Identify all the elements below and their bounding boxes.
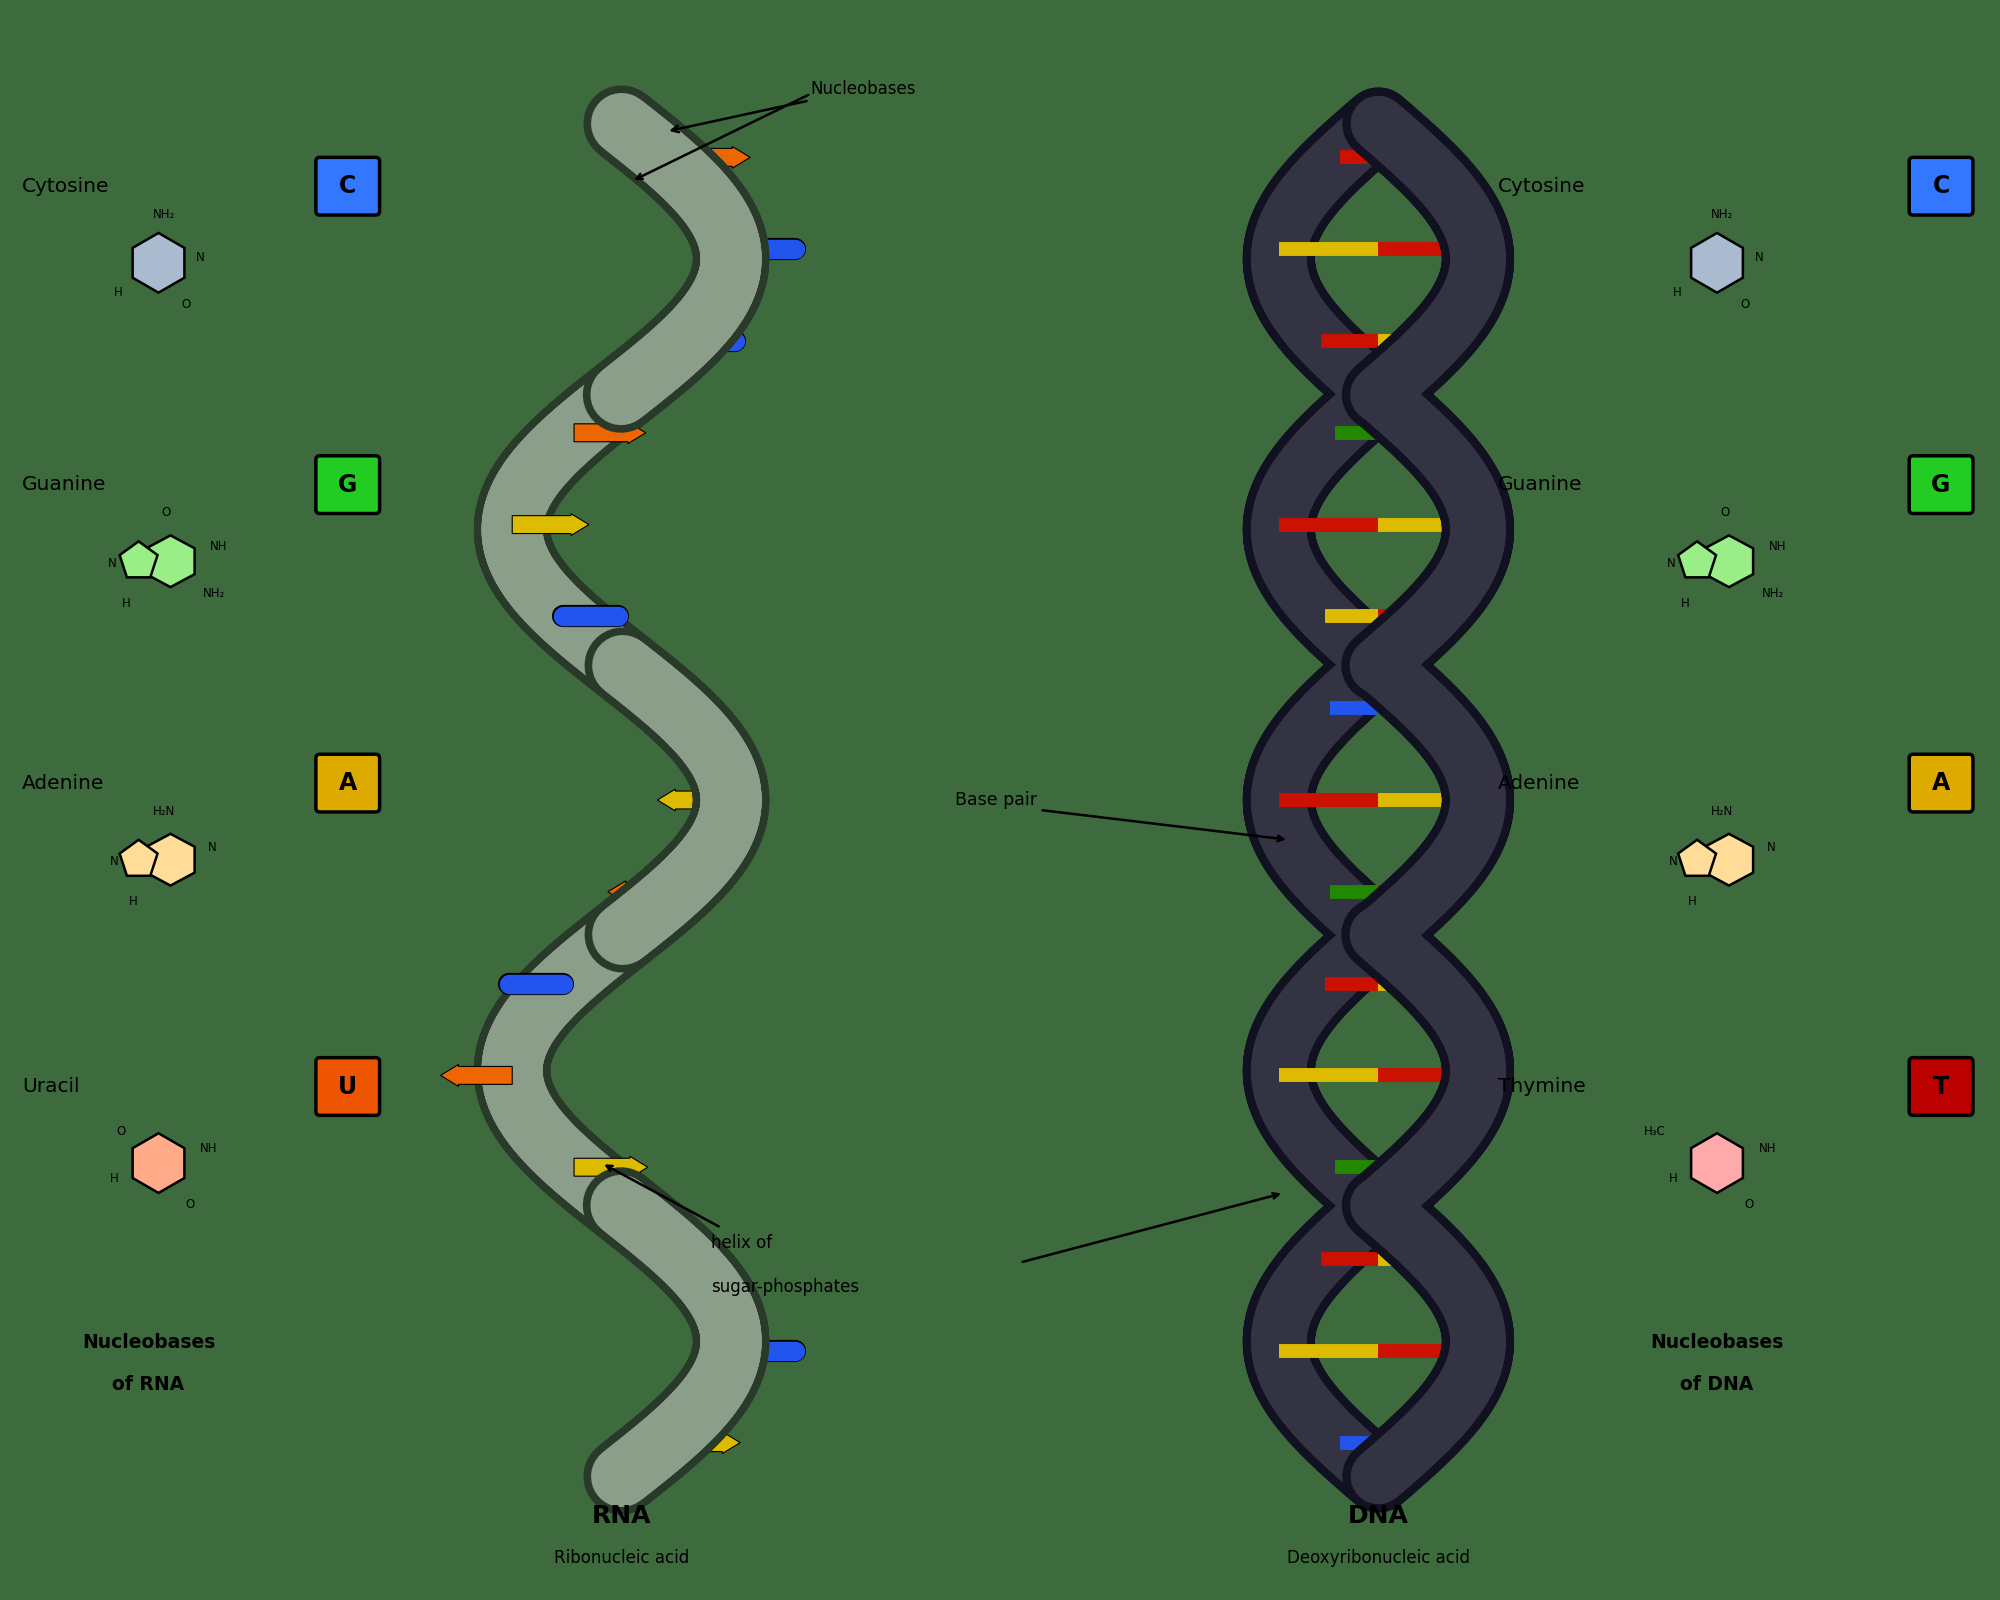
Text: O: O [186,1198,196,1211]
FancyBboxPatch shape [1910,456,1972,514]
Text: A: A [338,771,356,795]
Text: O: O [116,1125,126,1138]
Text: sugar-phosphates: sugar-phosphates [712,1278,860,1296]
Text: Cytosine: Cytosine [22,176,110,195]
FancyArrow shape [608,882,674,902]
Polygon shape [1704,536,1754,587]
Text: T: T [1932,1075,1950,1099]
Text: Base pair: Base pair [956,790,1038,810]
Text: DNA: DNA [1348,1504,1408,1528]
FancyArrow shape [440,1064,512,1086]
Text: H₂N: H₂N [1710,805,1734,818]
Text: RNA: RNA [592,1504,652,1528]
Text: A: A [1932,771,1950,795]
Polygon shape [1692,234,1742,293]
Text: Guanine: Guanine [1498,475,1582,494]
Text: Uracil: Uracil [22,1077,80,1096]
Text: NH: NH [200,1142,218,1155]
Text: NH: NH [210,539,228,554]
FancyBboxPatch shape [316,1058,380,1115]
Text: H₃C: H₃C [1644,1125,1666,1138]
Text: H: H [110,1171,118,1184]
Text: Cytosine: Cytosine [1498,176,1586,195]
Polygon shape [120,541,158,578]
Text: N: N [196,251,206,264]
Text: Adenine: Adenine [22,773,104,792]
Text: H: H [130,894,138,907]
Text: O: O [1720,507,1730,520]
Text: U: U [338,1075,358,1099]
Text: NH: NH [1768,539,1786,554]
Text: N: N [108,557,116,570]
Text: NH₂: NH₂ [1710,208,1734,221]
Text: N: N [110,854,118,869]
Text: NH₂: NH₂ [204,587,226,600]
FancyBboxPatch shape [1910,157,1972,214]
Text: helix of: helix of [712,1234,772,1251]
Polygon shape [132,234,184,293]
Text: NH₂: NH₂ [1762,587,1784,600]
Text: H: H [1680,597,1690,610]
Polygon shape [132,1133,184,1194]
Polygon shape [120,840,158,875]
Text: H: H [1668,1171,1678,1184]
FancyArrow shape [668,698,686,718]
Text: Guanine: Guanine [22,475,106,494]
FancyBboxPatch shape [316,754,380,811]
Text: O: O [182,298,192,310]
Polygon shape [146,536,194,587]
Polygon shape [1704,834,1754,885]
Polygon shape [1678,840,1716,875]
Text: H: H [122,597,132,610]
FancyArrow shape [512,514,588,536]
FancyBboxPatch shape [1910,1058,1972,1115]
Text: Thymine: Thymine [1498,1077,1586,1096]
FancyBboxPatch shape [316,157,380,214]
Text: H: H [1688,894,1696,907]
FancyArrow shape [664,147,750,168]
Text: N: N [208,842,218,854]
Text: O: O [1744,1198,1754,1211]
Text: of RNA: of RNA [112,1376,184,1395]
Text: C: C [1932,174,1950,198]
Text: N: N [1666,557,1676,570]
Text: N: N [1754,251,1764,264]
FancyArrow shape [574,422,646,443]
FancyArrow shape [664,1432,740,1453]
Text: O: O [1740,298,1750,310]
Text: H₂N: H₂N [152,805,174,818]
Polygon shape [1692,1133,1742,1194]
Polygon shape [1678,541,1716,578]
Text: Nucleobases: Nucleobases [82,1333,216,1352]
Text: Deoxyribonucleic acid: Deoxyribonucleic acid [1286,1549,1470,1566]
Text: N: N [1668,854,1678,869]
Polygon shape [146,834,194,885]
Text: H: H [1672,286,1682,299]
FancyBboxPatch shape [316,456,380,514]
Text: of DNA: of DNA [1680,1376,1754,1395]
FancyArrow shape [658,789,732,811]
Text: O: O [162,507,172,520]
Text: Ribonucleic acid: Ribonucleic acid [554,1549,690,1566]
Text: G: G [1932,472,1950,496]
Text: C: C [340,174,356,198]
FancyBboxPatch shape [1910,754,1972,811]
Text: Adenine: Adenine [1498,773,1580,792]
Text: NH: NH [1758,1142,1776,1155]
Text: G: G [338,472,358,496]
Text: NH₂: NH₂ [152,208,174,221]
Text: Nucleobases: Nucleobases [1650,1333,1784,1352]
FancyArrow shape [574,1157,648,1178]
Text: H: H [114,286,124,299]
Text: Nucleobases: Nucleobases [672,80,916,133]
Text: N: N [1766,842,1776,854]
